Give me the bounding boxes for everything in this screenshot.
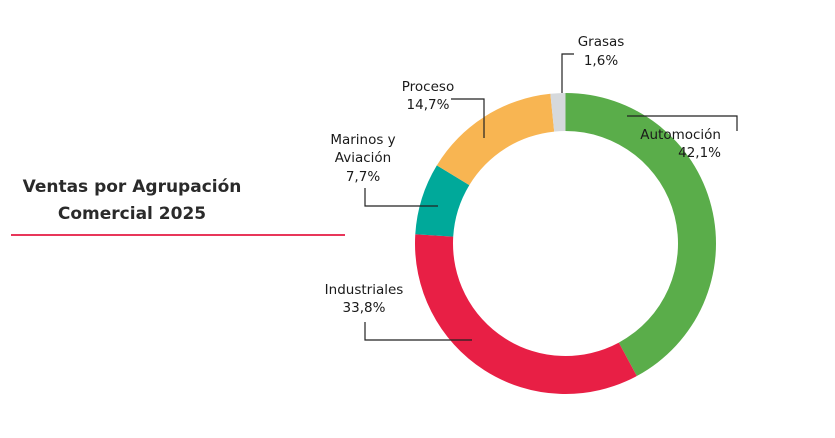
- value-label-0: 42,1%: [678, 145, 721, 161]
- leader-line-1: [364, 322, 472, 341]
- title-underline: [11, 234, 345, 236]
- donut-slice-2: [415, 165, 470, 237]
- chart-title: Ventas por Agrupación Comercial 2025: [0, 174, 264, 228]
- chart-title-line-1: Ventas por Agrupación: [22, 177, 242, 197]
- donut-slice-3: [436, 93, 555, 186]
- category-label-4: Grasas: [578, 34, 625, 50]
- leader-line-4: [561, 53, 574, 93]
- leader-line-2: [364, 188, 438, 207]
- category-label-0: Automoción: [640, 127, 721, 143]
- category-label-3: Proceso: [402, 79, 454, 95]
- donut-slice-1: [415, 234, 637, 394]
- category-label-1: Industriales: [325, 282, 404, 298]
- value-label-3: 14,7%: [407, 97, 450, 113]
- value-label-2: 7,7%: [346, 169, 380, 185]
- chart-title-line-2: Comercial 2025: [57, 204, 207, 224]
- value-label-1: 33,8%: [343, 300, 386, 316]
- donut-slice-0: [565, 93, 716, 377]
- leader-line-3: [451, 98, 485, 138]
- leader-line-0: [627, 115, 738, 131]
- value-label-4: 1,6%: [584, 53, 618, 69]
- category-label-2: Aviación: [335, 150, 391, 166]
- category-label-2: Marinos y: [330, 132, 395, 148]
- donut-slice-4: [550, 93, 566, 132]
